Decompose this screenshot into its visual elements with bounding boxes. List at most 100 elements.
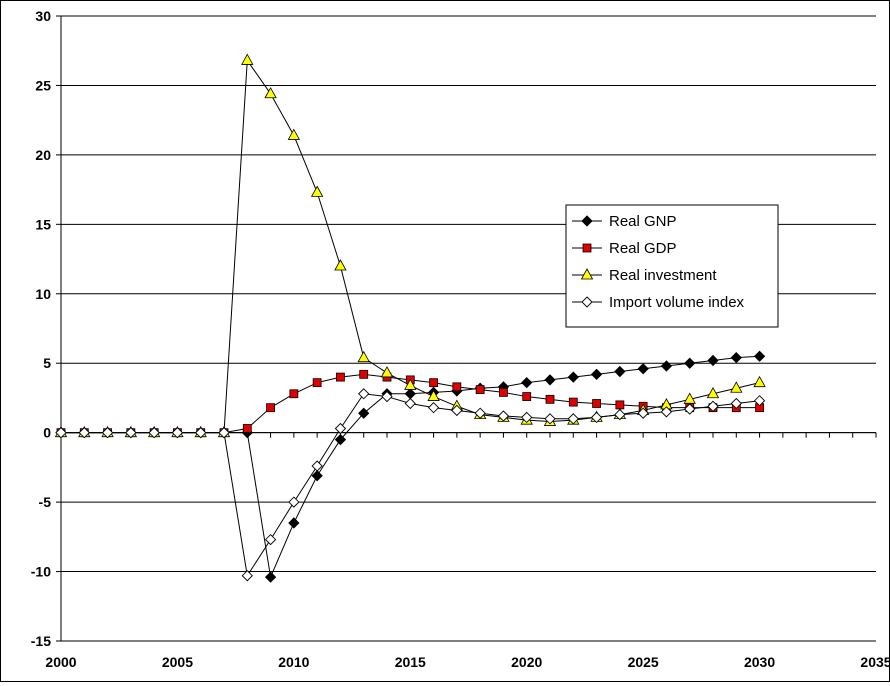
data-point-import-volume-index xyxy=(264,533,277,546)
data-point-import-volume-index xyxy=(707,400,719,412)
data-point-import-volume-index xyxy=(637,407,649,419)
x-tick-label: 2025 xyxy=(628,654,659,670)
data-point-import-volume-index xyxy=(427,402,440,414)
x-tick-label: 2000 xyxy=(45,654,76,670)
data-point-import-volume-index xyxy=(358,388,370,400)
data-point-import-volume-index xyxy=(55,427,67,439)
data-point-real-investment xyxy=(706,386,720,399)
data-point-import-volume-index xyxy=(544,413,556,425)
data-point-import-volume-index xyxy=(195,427,207,439)
data-point-import-volume-index xyxy=(474,407,486,419)
data-point-real-gdp xyxy=(266,403,275,413)
legend-box xyxy=(565,204,779,328)
data-point-real-gdp xyxy=(242,424,252,433)
data-point-real-investment xyxy=(730,381,743,393)
data-point-real-investment xyxy=(357,350,370,363)
y-tick-label: 0 xyxy=(43,425,51,441)
data-point-import-volume-index xyxy=(614,408,626,421)
x-tick-label: 2010 xyxy=(278,654,309,670)
data-point-import-volume-index xyxy=(148,427,160,439)
series-import-volume-index xyxy=(55,388,766,582)
y-tick-label: -5 xyxy=(39,494,52,510)
data-point-real-gnp xyxy=(660,360,673,372)
data-point-import-volume-index xyxy=(288,496,300,508)
data-point-import-volume-index xyxy=(125,427,137,439)
data-point-import-volume-index xyxy=(684,403,696,415)
data-point-real-gdp xyxy=(452,382,462,392)
data-point-import-volume-index xyxy=(730,397,742,410)
data-point-import-volume-index xyxy=(334,422,347,435)
data-point-real-gdp xyxy=(615,400,625,410)
data-point-real-investment xyxy=(683,392,696,404)
x-tick-label: 2015 xyxy=(395,654,426,670)
legend-label-real-investment: Real investment xyxy=(609,267,717,284)
data-point-real-investment xyxy=(334,259,347,271)
x-tick-label: 2005 xyxy=(162,654,193,670)
data-point-real-investment xyxy=(310,185,324,197)
data-point-real-gnp xyxy=(753,350,766,362)
x-tick-label: 2035 xyxy=(860,654,889,670)
legend-label-import-volume-index: Import volume index xyxy=(609,294,745,311)
x-tick-label: 2020 xyxy=(511,654,542,670)
data-point-real-gdp xyxy=(359,369,369,379)
data-point-real-investment xyxy=(380,366,394,378)
data-point-import-volume-index xyxy=(241,570,253,582)
data-point-real-investment xyxy=(753,375,766,388)
data-point-import-volume-index xyxy=(567,413,579,425)
data-point-import-volume-index xyxy=(381,390,393,403)
y-tick-labels: -15 -10 -5 0 5 10 15 20 25 30 xyxy=(31,8,51,649)
data-point-real-gnp xyxy=(590,368,603,380)
x-tick-label: 2030 xyxy=(744,654,775,670)
data-point-real-gnp xyxy=(567,371,579,383)
data-point-real-gdp xyxy=(545,394,555,404)
data-point-real-gdp xyxy=(568,397,578,407)
data-point-real-gnp xyxy=(288,517,300,529)
data-point-real-gnp xyxy=(264,571,277,583)
data-point-import-volume-index xyxy=(590,411,603,424)
legend-marker-real-gdp xyxy=(582,243,592,253)
legend-label-real-gdp: Real GDP xyxy=(609,240,677,257)
data-point-real-gdp xyxy=(336,372,345,382)
legend-marker-real-investment xyxy=(580,268,594,280)
data-point-real-gnp xyxy=(637,363,649,375)
series-group xyxy=(54,53,766,583)
data-point-real-gnp xyxy=(311,470,323,482)
y-tick-label: 15 xyxy=(35,216,51,232)
legend-label-real-gnp: Real GNP xyxy=(609,213,677,230)
data-point-real-gnp xyxy=(544,374,556,386)
y-tick-label: 5 xyxy=(43,355,51,371)
data-point-real-gnp xyxy=(707,354,719,367)
y-tick-label: 20 xyxy=(35,147,51,163)
data-point-real-investment xyxy=(427,389,440,401)
data-point-import-volume-index xyxy=(311,460,323,472)
data-point-real-gdp xyxy=(289,389,299,399)
legend-marker-import-volume-index xyxy=(581,296,593,308)
data-point-import-volume-index xyxy=(171,427,184,439)
legend: Real GNP Real GDP Real investment Import vo… xyxy=(565,204,779,328)
data-point-real-gnp xyxy=(614,365,626,378)
data-point-real-gnp xyxy=(730,352,742,364)
y-tick-label: 25 xyxy=(35,77,51,93)
y-tick-label: -15 xyxy=(31,633,51,649)
data-point-real-investment xyxy=(264,86,277,99)
data-point-real-investment xyxy=(404,378,417,390)
y-tick-label: 10 xyxy=(35,286,51,302)
data-point-import-volume-index xyxy=(218,427,230,439)
data-point-import-volume-index xyxy=(451,404,463,417)
data-point-real-gnp xyxy=(684,357,696,369)
axes xyxy=(56,15,877,642)
data-point-real-gdp xyxy=(499,387,508,397)
data-point-import-volume-index xyxy=(404,397,416,410)
data-point-import-volume-index xyxy=(521,411,533,424)
data-point-import-volume-index xyxy=(753,395,766,407)
data-point-import-volume-index xyxy=(101,427,114,439)
y-tick-label: 30 xyxy=(35,8,51,24)
data-point-real-gdp xyxy=(312,378,322,388)
series-line-import-volume-index xyxy=(61,393,760,578)
legend-marker-real-gnp xyxy=(581,215,593,227)
data-point-import-volume-index xyxy=(660,406,673,418)
data-point-real-gnp xyxy=(404,388,416,400)
data-point-import-volume-index xyxy=(78,427,90,439)
data-point-real-gnp xyxy=(521,377,533,389)
